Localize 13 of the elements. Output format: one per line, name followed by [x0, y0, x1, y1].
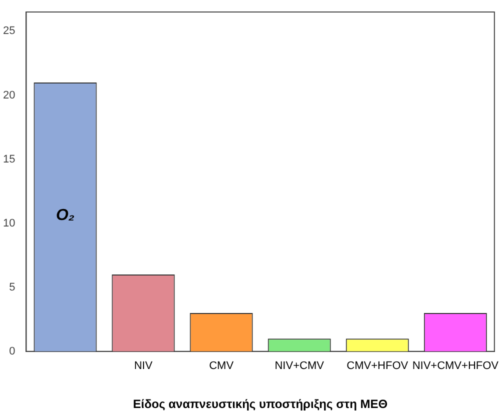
- x-axis-title: Είδος αναπνευστικής υποστήριξης στη ΜΕΘ: [133, 397, 388, 412]
- y-tick-label: 25: [2, 25, 16, 38]
- y-tick-label: 5: [9, 281, 16, 294]
- annotation: O₂: [56, 207, 75, 224]
- y-tick-label: 15: [2, 153, 16, 166]
- y-tick-label: 0: [9, 345, 16, 358]
- x-tick-label: CMV+HFOV: [346, 360, 409, 372]
- x-tick-label: NIV: [134, 360, 154, 372]
- y-tick-label: 20: [2, 89, 16, 102]
- y-tick-label: 10: [2, 217, 16, 230]
- x-tick-label: NIV+CMV+HFOV: [412, 360, 500, 372]
- x-tick-label: CMV: [209, 360, 234, 372]
- x-tick-label: NIV+CMV: [274, 360, 325, 372]
